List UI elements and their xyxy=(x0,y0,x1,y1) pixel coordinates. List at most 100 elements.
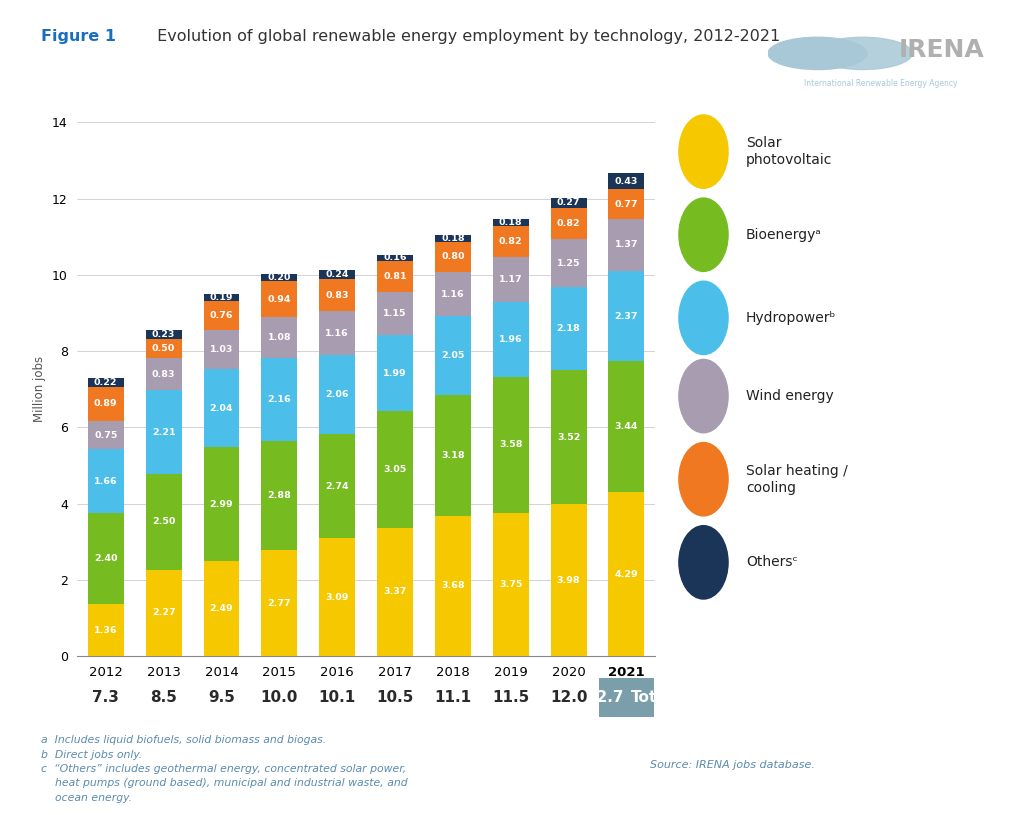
Text: 2.50: 2.50 xyxy=(152,518,175,526)
Bar xyxy=(204,301,240,330)
Text: a  Includes liquid biofuels, solid biomass and biogas.
b  Direct jobs only.
c  “: a Includes liquid biofuels, solid biomas… xyxy=(41,735,408,803)
Text: 2.05: 2.05 xyxy=(441,351,465,360)
Bar xyxy=(261,550,297,656)
Text: 3.37: 3.37 xyxy=(383,588,407,597)
Bar xyxy=(551,208,587,240)
Text: 2.74: 2.74 xyxy=(326,482,349,491)
Bar xyxy=(88,604,124,656)
Text: 0.24: 0.24 xyxy=(326,271,349,280)
Text: 3.18: 3.18 xyxy=(441,451,465,460)
Text: 0.81: 0.81 xyxy=(383,271,407,280)
Text: International Renewable Energy Agency: International Renewable Energy Agency xyxy=(804,79,957,88)
Bar xyxy=(88,449,124,513)
Text: 1.36: 1.36 xyxy=(94,626,118,635)
Bar xyxy=(145,390,181,474)
Bar xyxy=(204,294,240,301)
Text: 3.68: 3.68 xyxy=(441,581,465,590)
Text: 12.0: 12.0 xyxy=(550,690,588,705)
Bar xyxy=(261,359,297,441)
Text: 0.77: 0.77 xyxy=(614,200,638,209)
Bar xyxy=(608,189,644,218)
Bar xyxy=(608,271,644,361)
Bar xyxy=(377,261,413,292)
Bar xyxy=(493,258,528,302)
Bar xyxy=(493,219,528,226)
Circle shape xyxy=(679,198,728,271)
Bar xyxy=(551,287,587,370)
Bar xyxy=(204,330,240,369)
Text: 1.99: 1.99 xyxy=(383,369,407,378)
Text: 1.16: 1.16 xyxy=(326,328,349,337)
Text: Solar heating /
cooling: Solar heating / cooling xyxy=(746,464,848,495)
Circle shape xyxy=(768,37,867,69)
Bar xyxy=(261,441,297,550)
Text: 1.66: 1.66 xyxy=(94,477,118,486)
Text: 0.18: 0.18 xyxy=(499,218,522,227)
Bar xyxy=(551,198,587,208)
Text: 2.88: 2.88 xyxy=(267,491,291,500)
Bar xyxy=(435,516,471,656)
Text: 0.18: 0.18 xyxy=(441,234,465,243)
Text: 2.49: 2.49 xyxy=(210,604,233,613)
Bar xyxy=(493,302,528,377)
FancyBboxPatch shape xyxy=(599,678,654,717)
Text: IRENA: IRENA xyxy=(899,37,984,62)
Text: Figure 1: Figure 1 xyxy=(41,29,116,43)
Text: 1.16: 1.16 xyxy=(441,289,465,299)
Y-axis label: Million jobs: Million jobs xyxy=(34,356,46,422)
Bar xyxy=(319,434,355,538)
Bar xyxy=(608,173,644,189)
Text: 3.09: 3.09 xyxy=(326,593,349,601)
Text: 2.37: 2.37 xyxy=(614,311,638,320)
Text: 2.27: 2.27 xyxy=(152,608,175,617)
Text: 0.22: 0.22 xyxy=(94,378,118,387)
Text: 0.82: 0.82 xyxy=(557,219,581,228)
Text: Hydropowerᵇ: Hydropowerᵇ xyxy=(746,311,837,325)
Text: 0.76: 0.76 xyxy=(210,311,233,320)
Bar xyxy=(88,387,124,421)
Text: Solar
photovoltaic: Solar photovoltaic xyxy=(746,136,833,167)
Text: 2.40: 2.40 xyxy=(94,554,118,563)
Bar xyxy=(261,274,297,281)
Text: Wind energy: Wind energy xyxy=(746,389,834,403)
Bar xyxy=(377,527,413,656)
Bar xyxy=(608,492,644,656)
Bar xyxy=(145,359,181,390)
Text: 3.52: 3.52 xyxy=(557,433,581,442)
Bar xyxy=(204,447,240,562)
Text: Total: Total xyxy=(631,690,673,705)
Text: 1.96: 1.96 xyxy=(499,335,522,344)
Bar xyxy=(145,570,181,656)
Bar xyxy=(608,361,644,492)
Bar xyxy=(435,316,471,394)
Text: 1.25: 1.25 xyxy=(557,258,581,267)
Text: 8.5: 8.5 xyxy=(151,690,177,705)
Bar xyxy=(435,235,471,241)
Text: 1.03: 1.03 xyxy=(210,346,233,355)
Text: 2.04: 2.04 xyxy=(210,403,233,412)
Text: Source: IRENA jobs database.: Source: IRENA jobs database. xyxy=(650,760,815,769)
Text: 3.75: 3.75 xyxy=(499,580,522,589)
Bar xyxy=(377,412,413,527)
Text: 10.1: 10.1 xyxy=(318,690,355,705)
Bar xyxy=(551,504,587,656)
Text: 0.19: 0.19 xyxy=(210,293,233,302)
Text: 0.50: 0.50 xyxy=(152,344,175,353)
Text: 10.0: 10.0 xyxy=(261,690,298,705)
Text: 2.77: 2.77 xyxy=(267,599,291,608)
Bar xyxy=(204,369,240,447)
Text: 1.17: 1.17 xyxy=(499,275,522,284)
Text: Othersᶜ: Othersᶜ xyxy=(746,555,798,570)
Text: 0.83: 0.83 xyxy=(326,291,349,300)
Text: 3.44: 3.44 xyxy=(614,422,638,431)
Bar xyxy=(145,330,181,339)
Text: 0.75: 0.75 xyxy=(94,430,118,439)
Text: 2.16: 2.16 xyxy=(267,395,291,404)
Bar xyxy=(551,240,587,287)
Text: 0.16: 0.16 xyxy=(383,253,407,262)
Text: 0.80: 0.80 xyxy=(441,253,465,262)
Bar xyxy=(493,377,528,513)
Bar xyxy=(608,218,644,271)
Text: 0.43: 0.43 xyxy=(614,177,638,186)
Circle shape xyxy=(679,115,728,188)
